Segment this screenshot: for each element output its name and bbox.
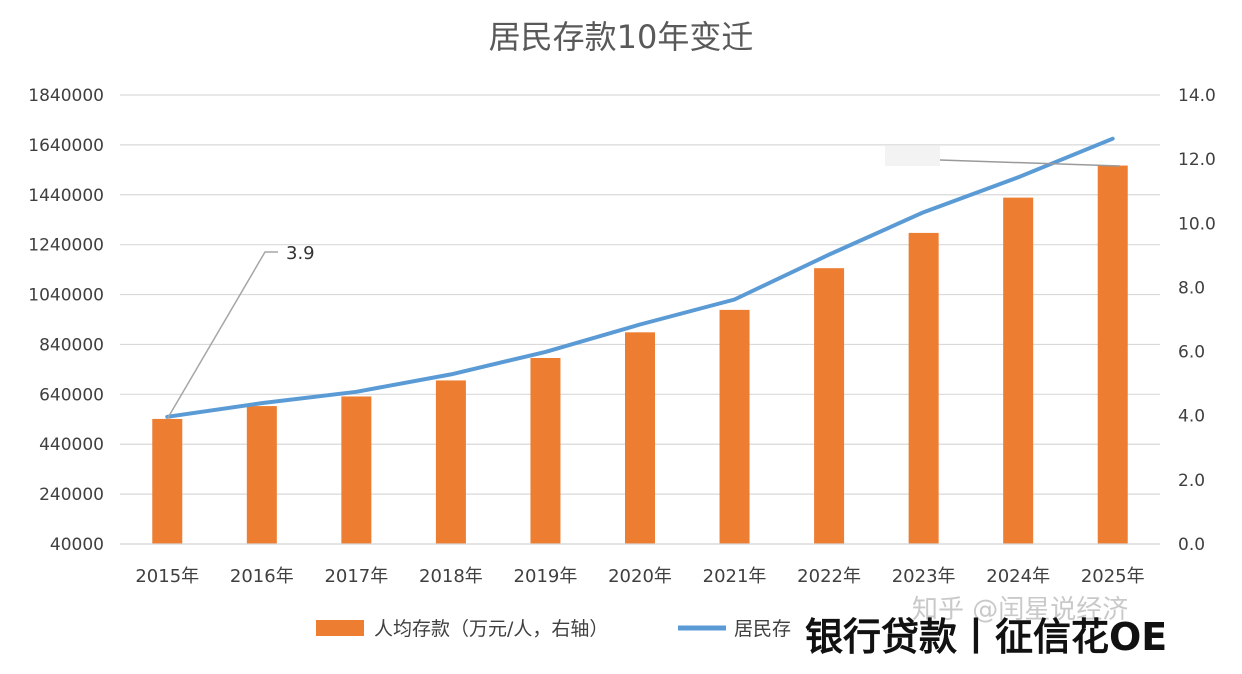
line-point-3: [450, 373, 452, 375]
left-tick-label-8: 1640000: [28, 136, 104, 156]
watermark-faint: 知乎 @闰星说经济: [912, 595, 1128, 625]
bar-8: [908, 232, 939, 544]
left-tick-label-7: 1440000: [28, 186, 104, 206]
x-tick-label-10: 2025年: [1081, 566, 1145, 587]
right-tick-label-2: 4.0: [1178, 407, 1205, 427]
left-tick-label-2: 440000: [39, 435, 104, 455]
line-point-1: [261, 402, 263, 404]
x-tick-label-9: 2024年: [986, 566, 1050, 587]
bar-series: [152, 165, 1128, 545]
x-tick-label-4: 2019年: [514, 566, 578, 587]
line-point-5: [639, 323, 641, 325]
bar-4: [530, 357, 561, 544]
leader-line-2025: [939, 159, 1121, 167]
legend-label-bar: 人均存款（万元/人，右轴）: [374, 618, 608, 640]
x-tick-label-2: 2017年: [324, 566, 388, 587]
line-point-9: [1017, 176, 1019, 178]
left-tick-label-4: 840000: [39, 335, 104, 355]
left-tick-label-0: 40000: [50, 535, 104, 555]
line-point-4: [544, 351, 546, 353]
blurred-label: [885, 146, 940, 166]
bar-1: [246, 406, 277, 544]
bar-6: [719, 309, 750, 544]
left-axis: 40000 240000 440000 640000 840000 1040000 1240…: [28, 86, 104, 555]
right-tick-label-6: 12.0: [1178, 150, 1216, 170]
bar-2: [341, 396, 372, 544]
x-tick-label-3: 2018年: [419, 566, 483, 587]
x-axis: 2015年 2016年 2017年 2018年 2019年 2020年 2021年 2022年…: [120, 543, 1160, 587]
line-point-7: [828, 254, 830, 256]
x-tick-label-0: 2015年: [135, 566, 199, 587]
bar-10: [1097, 165, 1128, 545]
left-tick-label-1: 240000: [39, 485, 104, 505]
chart-title: 居民存款10年变迁: [489, 18, 754, 56]
right-tick-label-1: 2.0: [1178, 471, 1205, 491]
x-tick-label-7: 2022年: [797, 566, 861, 587]
legend-swatch-bar: [316, 620, 364, 636]
right-tick-label-4: 8.0: [1178, 278, 1205, 298]
bar-7: [814, 268, 845, 544]
left-tick-label-9: 1840000: [28, 86, 104, 106]
right-tick-label-7: 14.0: [1178, 86, 1216, 106]
watermark-bold: 银行贷款丨征信花OE: [805, 615, 1167, 659]
legend-label-line: 居民存: [734, 618, 791, 640]
legend: 人均存款（万元/人，右轴） 居民存: [316, 618, 791, 640]
bar-3: [435, 380, 466, 544]
right-tick-label-0: 0.0: [1178, 535, 1205, 555]
left-tick-label-6: 1240000: [28, 236, 104, 256]
x-tick-label-8: 2023年: [892, 566, 956, 587]
x-tick-label-6: 2021年: [703, 566, 767, 587]
x-tick-label-1: 2016年: [230, 566, 294, 587]
bar-9: [1003, 197, 1034, 544]
left-tick-label-5: 1040000: [28, 286, 104, 306]
line-point-10: [1112, 138, 1114, 140]
bar-5: [625, 332, 655, 544]
bar-0: [152, 418, 183, 544]
right-tick-label-5: 10.0: [1178, 214, 1216, 234]
line-point-8: [923, 211, 925, 213]
left-tick-label-3: 640000: [39, 385, 104, 405]
annotation-leader-0: [166, 251, 278, 420]
line-point-6: [734, 299, 736, 301]
right-axis: 0.0 2.0 4.0 6.0 8.0 10.0 12.0 14.0: [1178, 86, 1216, 555]
right-tick-label-3: 6.0: [1178, 343, 1205, 363]
annotation-label-0: 3.9: [286, 243, 315, 264]
annotations: 3.9: [166, 243, 315, 420]
x-tick-label-5: 2020年: [608, 566, 672, 587]
line-point-2: [355, 391, 357, 393]
